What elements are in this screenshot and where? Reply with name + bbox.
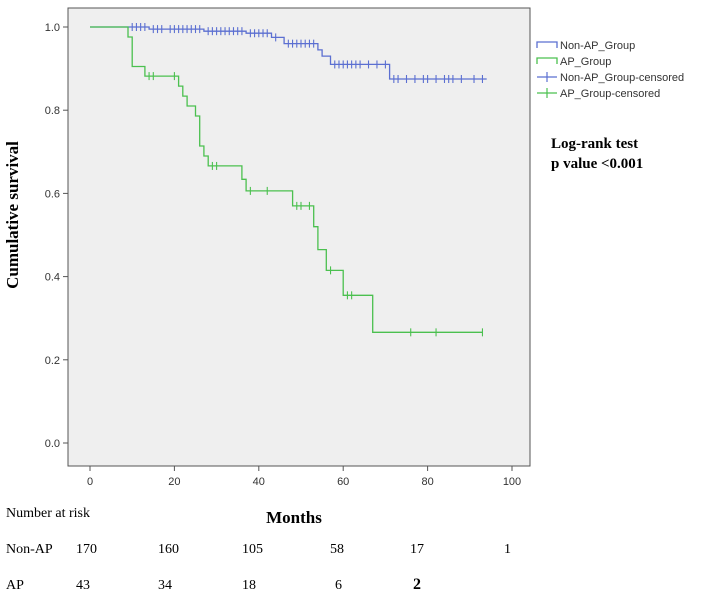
legend-line-swatch <box>536 57 558 64</box>
annotation-line-2: p value <0.001 <box>551 156 644 172</box>
legend-label: AP_Group <box>560 56 611 68</box>
y-tick-label: 0.4 <box>45 272 60 284</box>
y-tick-label: 0.0 <box>45 438 60 450</box>
y-tick-label: 0.2 <box>45 355 60 367</box>
risk-value: 170 <box>76 542 97 557</box>
x-tick-label: 60 <box>337 476 349 488</box>
risk-value: 17 <box>410 542 424 557</box>
risk-value: 6 <box>335 578 342 593</box>
risk-value: 1 <box>504 542 511 557</box>
risk-value: 18 <box>242 578 256 593</box>
legend-label: Non-AP_Group <box>560 40 635 52</box>
risk-table-title: Number at risk <box>6 506 90 521</box>
y-axis-label: Cumulative survival <box>3 141 22 289</box>
risk-row-label-non-ap: Non-AP <box>6 542 53 557</box>
x-tick-label: 100 <box>503 476 521 488</box>
annotation-line-1: Log-rank test <box>551 136 639 152</box>
survival-line-non-ap <box>90 26 487 80</box>
y-tick-label: 1.0 <box>45 22 60 34</box>
x-tick-label: 20 <box>168 476 180 488</box>
x-axis-label: Months <box>266 508 322 527</box>
axes: 0 20 40 60 80 100 0.0 0.2 0.4 0.6 0.8 1.0 <box>45 22 521 488</box>
risk-value: 2 <box>413 576 421 593</box>
legend-label: Non-AP_Group-censored <box>560 72 684 84</box>
legend-label: AP_Group-censored <box>560 88 660 100</box>
risk-value: 58 <box>330 542 344 557</box>
log-rank-annotation: Log-rank test p value <0.001 <box>551 134 643 174</box>
x-tick-label: 0 <box>87 476 93 488</box>
survival-line-ap <box>90 26 483 333</box>
x-tick-label: 80 <box>421 476 433 488</box>
y-tick-label: 0.8 <box>45 105 60 117</box>
risk-value: 160 <box>158 542 179 557</box>
risk-row-label-ap: AP <box>6 578 24 593</box>
x-tick-label: 40 <box>253 476 265 488</box>
plot-area <box>67 7 531 467</box>
legend-line-swatch <box>536 41 558 48</box>
legend: Non-AP_Group AP_Group Non-AP_Group-censore… <box>536 40 684 100</box>
risk-value: 43 <box>76 578 90 593</box>
y-tick-label: 0.6 <box>45 188 60 200</box>
risk-value: 34 <box>158 578 172 593</box>
series-layer <box>90 23 487 337</box>
risk-value: 105 <box>242 542 263 557</box>
